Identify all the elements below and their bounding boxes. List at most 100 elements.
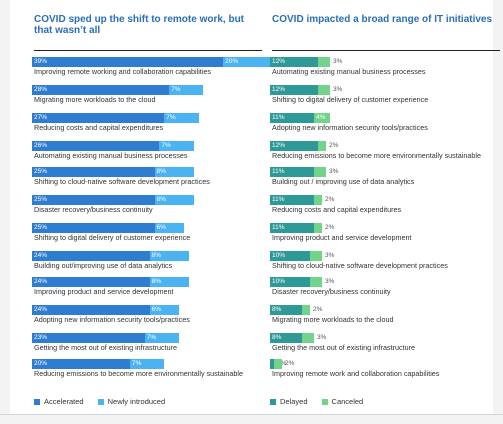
bar-segment-accelerated: [32, 57, 224, 67]
bar-row: 26% 7% Automating existing manual business…: [32, 141, 267, 165]
category-label: Automating existing manual business proc…: [272, 67, 426, 76]
data-label: 3%: [325, 278, 335, 285]
data-label: 25%: [34, 196, 48, 203]
data-label: 20%: [34, 360, 48, 367]
data-label: 8%: [156, 168, 166, 175]
category-label: Reducing costs and capital expenditures: [34, 123, 164, 132]
data-label: 28%: [34, 86, 48, 93]
bar-segment-newly-introduced: [169, 85, 204, 95]
category-label: Reducing costs and capital expenditures: [272, 205, 402, 214]
category-label: Building out / improving use of data ana…: [272, 177, 415, 186]
data-label: 6%: [156, 224, 166, 231]
data-label: 12%: [272, 142, 286, 149]
bar-row: 8% 3% Getting the most out of existing inf…: [270, 333, 503, 357]
bar-segment-canceled: [314, 113, 330, 123]
bar-segment-accelerated: [32, 305, 150, 315]
bar-row: 27% 7% Reducing costs and capital expendit…: [32, 113, 267, 137]
title-divider: [34, 50, 262, 51]
data-label: 8%: [151, 278, 161, 285]
legend-label: Delayed: [280, 397, 308, 406]
data-label: 24%: [34, 252, 48, 259]
data-label: 8%: [156, 196, 166, 203]
chart-panel-left: COVID sped up the shift to remote work, …: [32, 0, 322, 406]
bar-row: 39% 20% Improving remote working and colla…: [32, 57, 322, 81]
legend-item: Newly introduced: [97, 397, 165, 406]
bar-segment-newly-introduced: [149, 305, 179, 315]
data-label: 6%: [151, 306, 161, 313]
bar-segment-delayed: [270, 359, 274, 369]
bar-segment-canceled: [318, 57, 330, 67]
bar-segment-canceled: [302, 305, 310, 315]
category-label: Shifting to digital delivery of customer…: [272, 95, 429, 104]
chart-panel-right: COVID impacted a broad range of IT initi…: [270, 0, 503, 406]
legend-right: Delayed Canceled: [270, 397, 377, 406]
legend-label: Canceled: [331, 397, 364, 406]
category-label: Building out/improving use of data analy…: [34, 261, 173, 270]
legend-left: Accelerated Newly introduced: [34, 397, 179, 406]
data-label: 2%: [325, 224, 335, 231]
bar-segment-canceled: [314, 195, 322, 205]
bar-row: 20% 7% Reducing emissions to become more e…: [32, 359, 267, 383]
bar-segment-accelerated: [32, 85, 170, 95]
bar-row: 25% 8% Disaster recovery/business continui…: [32, 195, 267, 219]
bar-row: 28% 7% Migrating more workloads to the clo…: [32, 85, 267, 109]
bar-row: 25% 6% Shifting to digital delivery of cus…: [32, 223, 267, 247]
bar-segment-newly-introduced: [149, 251, 189, 261]
bar-segment-delayed: [270, 85, 318, 95]
bar-row: 25% 8% Shifting to cloud-native software d…: [32, 167, 267, 191]
category-label: Automating existing manual business proc…: [34, 151, 188, 160]
bar-segment-delayed: [270, 223, 314, 233]
bar-segment-canceled: [314, 223, 322, 233]
category-label: Improving product and service developmen…: [34, 287, 174, 296]
data-label: 7%: [132, 360, 142, 367]
category-label: Disaster recovery/business continuity: [34, 205, 153, 214]
bar-segment-newly-introduced: [159, 141, 194, 151]
data-label: 8%: [272, 306, 282, 313]
data-label: 7%: [171, 86, 181, 93]
bar-segment-delayed: [270, 195, 314, 205]
bar-row: 11% 2% Improving product and service devel…: [270, 223, 503, 247]
bar-segment-accelerated: [32, 333, 145, 343]
bar-segment-accelerated: [32, 167, 155, 177]
category-label: Improving product and service developmen…: [272, 233, 412, 242]
bar-row: 10% 3% Shifting to cloud-native software d…: [270, 251, 503, 275]
bar-segment-accelerated: [32, 195, 155, 205]
category-label: Reducing emissions to become more enviro…: [34, 369, 243, 378]
bar-segment-canceled: [318, 141, 326, 151]
data-label: 27%: [34, 114, 48, 121]
bar-segment-accelerated: [32, 251, 150, 261]
category-label: Adopting new information security tools/…: [272, 123, 428, 132]
category-label: Migrating more workloads to the cloud: [34, 95, 156, 104]
bar-row: 11% 2% Reducing costs and capital expendit…: [270, 195, 503, 219]
bar-segment-newly-introduced: [130, 359, 165, 369]
data-label: 7%: [146, 334, 157, 341]
bar-segment-accelerated: [32, 141, 160, 151]
bar-segment-newly-introduced: [154, 167, 194, 177]
data-label: 10%: [272, 252, 286, 259]
category-label: Shifting to cloud-native software develo…: [34, 177, 210, 186]
data-label: 3%: [333, 86, 343, 93]
bar-segment-accelerated: [32, 223, 155, 233]
category-label: Shifting to digital delivery of customer…: [34, 233, 191, 242]
bar-segment-newly-introduced: [149, 277, 189, 287]
data-label: 39%: [34, 58, 48, 65]
data-label: 7%: [166, 114, 176, 121]
data-label: 11%: [272, 114, 285, 121]
data-label: 8%: [151, 252, 161, 259]
bottom-divider: [0, 414, 503, 415]
data-label: 10%: [272, 278, 286, 285]
bar-row: 24% 8% Building out/improving use of data …: [32, 251, 267, 275]
data-label: 3%: [325, 252, 335, 259]
bar-segment-delayed: [270, 113, 314, 123]
bar-segment-canceled: [310, 251, 322, 261]
legend-swatch: [270, 398, 276, 405]
data-label: 24%: [34, 306, 48, 313]
legend-swatch: [34, 398, 40, 405]
data-label: 25%: [34, 168, 48, 175]
data-label: 3%: [317, 334, 327, 341]
bar-segment-canceled: [302, 333, 314, 343]
chart-title-right: COVID impacted a broad range of IT initi…: [272, 14, 493, 25]
bar-segment-accelerated: [32, 113, 165, 123]
bar-segment-delayed: [270, 251, 310, 261]
data-label: 23%: [34, 334, 48, 341]
